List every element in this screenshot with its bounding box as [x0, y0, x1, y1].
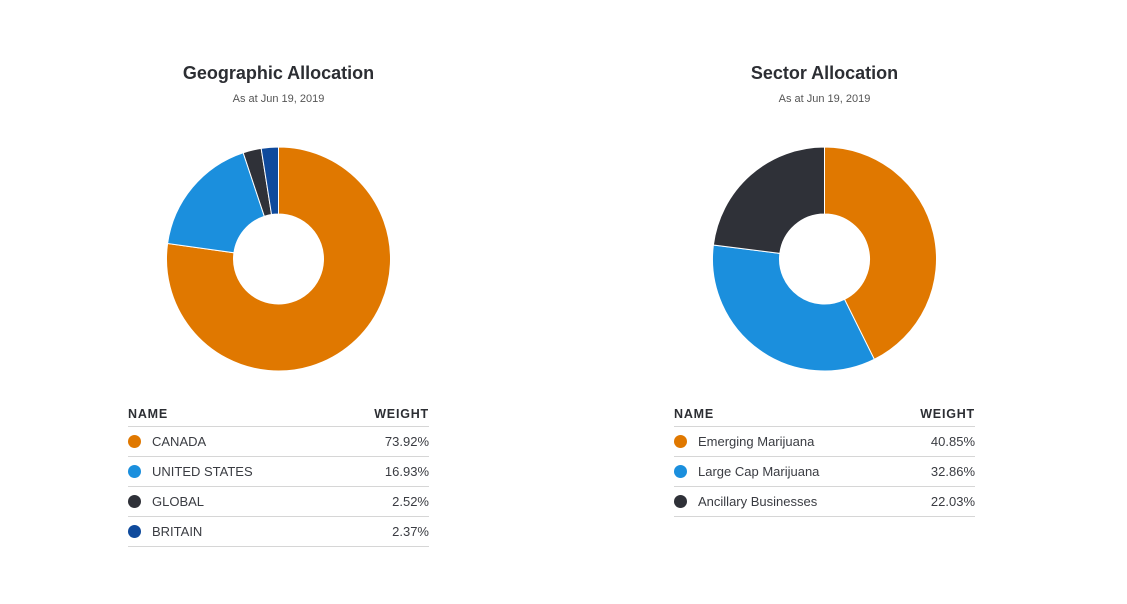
- legend-name: Emerging Marijuana: [698, 434, 815, 449]
- legend-color-dot: [674, 495, 687, 508]
- legend-color-dot: [128, 525, 141, 538]
- weight-column-header: WEIGHT: [920, 407, 975, 421]
- legend-row: Emerging Marijuana 40.85%: [674, 427, 975, 457]
- table-header: NAME WEIGHT: [674, 402, 975, 427]
- legend-weight: 32.86%: [930, 464, 975, 479]
- chart-title: Geographic Allocation: [182, 63, 375, 83]
- legend-color-dot: [128, 495, 141, 508]
- legend-row: BRITAIN 2.37%: [128, 517, 429, 547]
- donut-slice-britain[interactable]: [260, 146, 279, 216]
- legend-row: GLOBAL 2.52%: [128, 487, 429, 517]
- weight-column-header: WEIGHT: [374, 407, 429, 421]
- legend-weight: 40.85%: [930, 434, 975, 449]
- legend-weight: 73.92%: [384, 434, 429, 449]
- legend-weight: 2.37%: [392, 524, 429, 539]
- legend-color-dot: [674, 435, 687, 448]
- donut-slice-canada[interactable]: [166, 146, 391, 372]
- legend-row: UNITED STATES 16.93%: [128, 457, 429, 487]
- table-header: NAME WEIGHT: [128, 402, 429, 427]
- name-column-header: NAME: [674, 407, 715, 421]
- sector-donut-chart: [712, 146, 937, 372]
- donut-slice-large-cap-marijuana[interactable]: [712, 244, 875, 372]
- geographic-donut-chart: [166, 146, 391, 372]
- chart-title: Sector Allocation: [750, 63, 899, 83]
- legend-name: UNITED STATES: [152, 464, 253, 479]
- chart-subtitle: As at Jun 19, 2019: [778, 93, 871, 105]
- sector-allocation-table: NAME WEIGHT Emerging Marijuana 40.85% Larg…: [674, 402, 975, 517]
- legend-color-dot: [128, 465, 141, 478]
- legend-name: Large Cap Marijuana: [698, 464, 820, 479]
- legend-row: Large Cap Marijuana 32.86%: [674, 457, 975, 487]
- legend-weight: 16.93%: [384, 464, 429, 479]
- legend-row: CANADA 73.92%: [128, 427, 429, 457]
- legend-weight: 2.52%: [392, 494, 429, 509]
- geographic-allocation-panel: Geographic Allocation As at Jun 19, 2019…: [128, 0, 429, 604]
- donut-slice-ancillary-businesses[interactable]: [712, 146, 825, 254]
- donut-slice-united-states[interactable]: [167, 152, 265, 254]
- legend-row: Ancillary Businesses 22.03%: [674, 487, 975, 517]
- legend-weight: 22.03%: [930, 494, 975, 509]
- legend-name: GLOBAL: [152, 494, 205, 509]
- donut-slice-emerging-marijuana[interactable]: [824, 146, 937, 360]
- sector-allocation-panel: Sector Allocation As at Jun 19, 2019 NAM…: [674, 0, 975, 604]
- legend-name: BRITAIN: [152, 524, 203, 539]
- legend-name: CANADA: [152, 434, 207, 449]
- legend-name: Ancillary Businesses: [698, 494, 818, 509]
- legend-color-dot: [674, 465, 687, 478]
- chart-subtitle: As at Jun 19, 2019: [232, 93, 325, 105]
- name-column-header: NAME: [128, 407, 169, 421]
- legend-color-dot: [128, 435, 141, 448]
- geographic-allocation-table: NAME WEIGHT CANADA 73.92% UNITED STATES 16.…: [128, 402, 429, 547]
